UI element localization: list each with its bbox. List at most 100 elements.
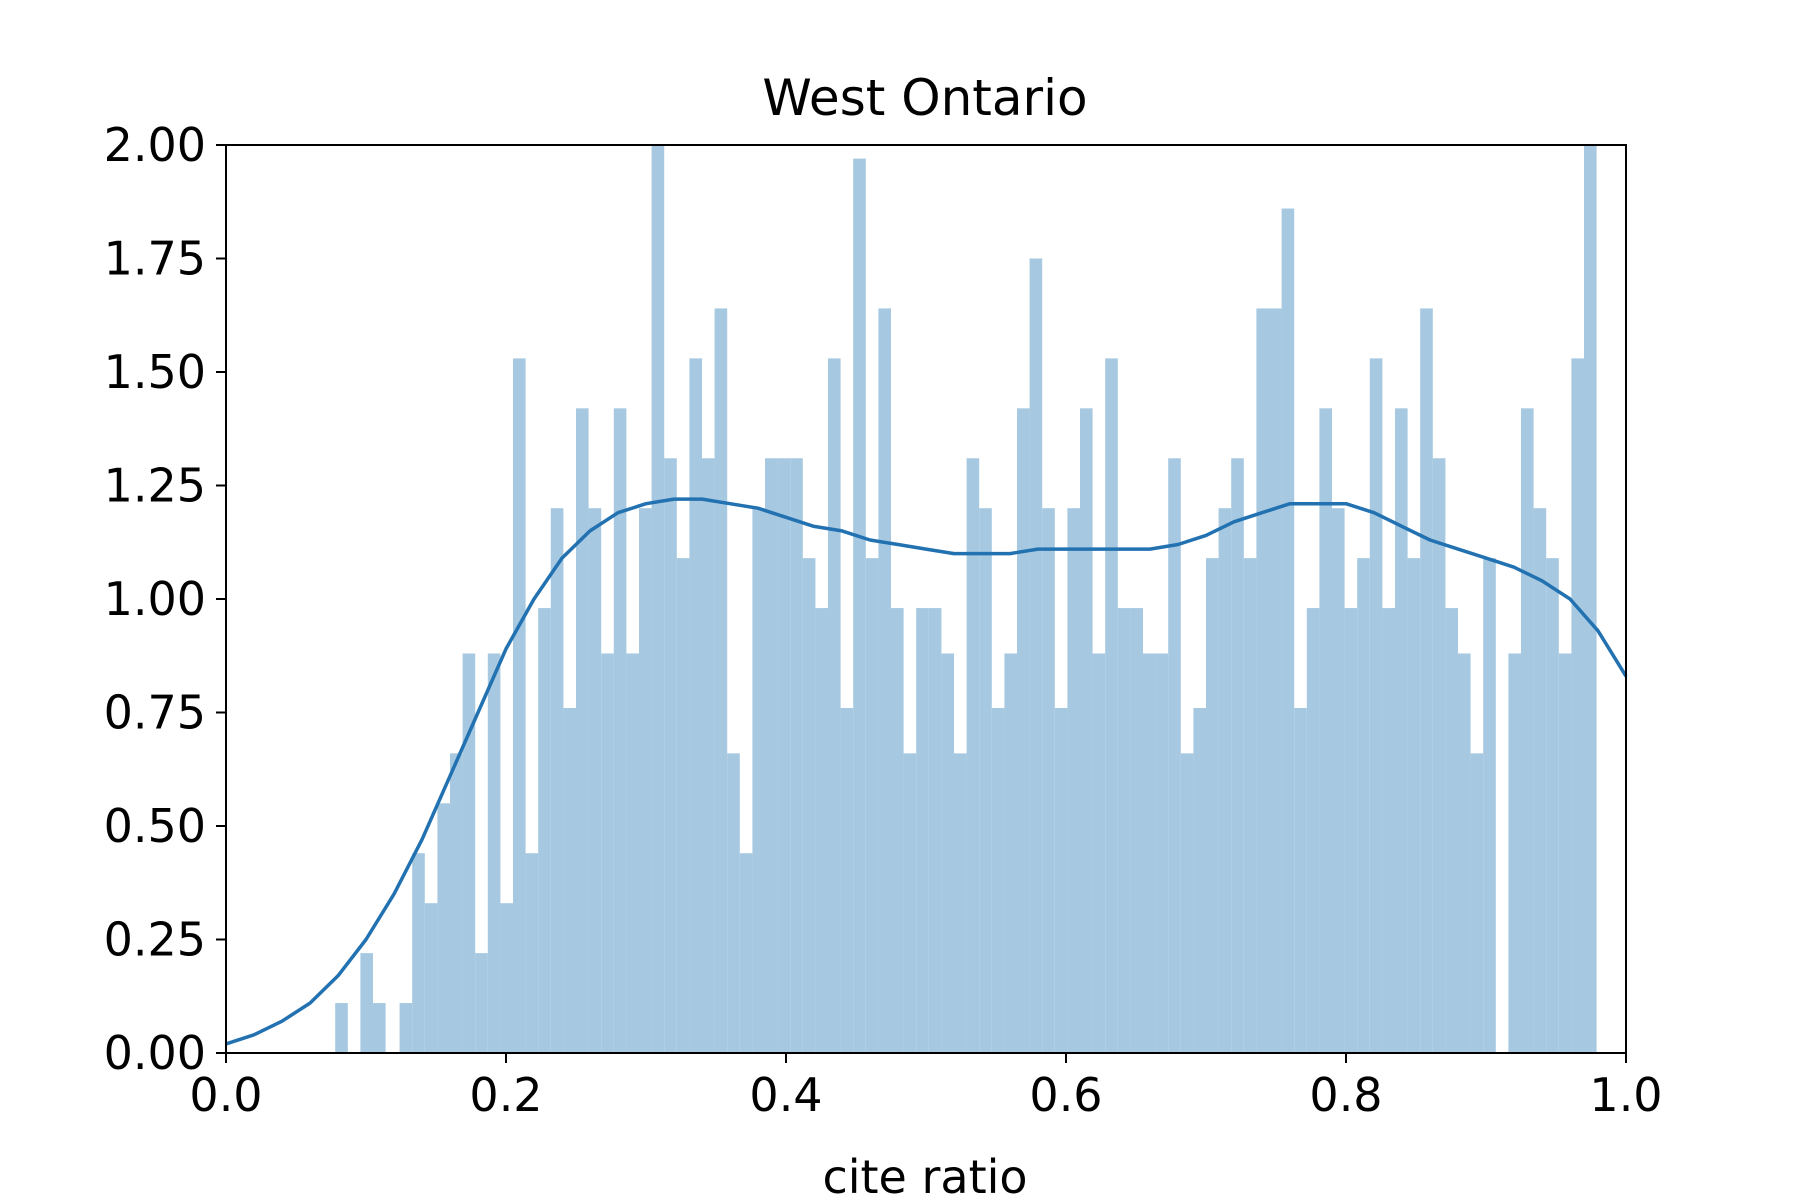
histogram-bar <box>487 653 501 1053</box>
x-tick-label: 1.0 <box>1589 1068 1662 1122</box>
histogram-bar <box>1344 608 1358 1053</box>
histogram-bar <box>1432 458 1446 1053</box>
histogram-bar <box>752 508 765 1053</box>
histogram-bar <box>676 558 690 1053</box>
histogram-bar <box>1508 653 1521 1053</box>
histogram-bar <box>1319 408 1332 1053</box>
histogram-bar <box>1382 608 1395 1053</box>
histogram-bar <box>991 707 1005 1053</box>
histogram-bar <box>1521 408 1534 1053</box>
histogram-bar <box>727 753 740 1053</box>
histogram-bar <box>450 753 463 1053</box>
histogram-bar <box>1256 308 1269 1053</box>
histogram-bar <box>576 408 589 1053</box>
histogram-bar <box>437 803 450 1053</box>
histogram-bar <box>538 608 551 1053</box>
histogram-bar <box>1130 608 1143 1053</box>
histogram-bar <box>1117 608 1131 1053</box>
histogram-bar <box>1546 558 1559 1053</box>
x-tick-label: 0.2 <box>469 1068 542 1122</box>
histogram-bar <box>1168 458 1181 1053</box>
histogram-bar <box>1067 508 1080 1053</box>
y-tick-label: 1.00 <box>104 572 206 626</box>
histogram-bar <box>626 653 639 1053</box>
histogram-bar <box>1558 653 1572 1053</box>
histogram-bar <box>1395 408 1408 1053</box>
x-tick-label: 0.4 <box>749 1068 822 1122</box>
histogram-bar <box>1294 707 1307 1053</box>
x-tick-label: 0.6 <box>1029 1068 1102 1122</box>
histogram-bar <box>1017 408 1030 1053</box>
histogram-bar <box>1206 558 1219 1053</box>
histogram-bar <box>373 1003 386 1053</box>
histogram-bar <box>954 753 967 1053</box>
histogram-bar <box>1029 258 1043 1053</box>
histogram-bar <box>1218 508 1232 1053</box>
histogram-bar <box>399 1003 413 1053</box>
histogram-bars <box>335 145 1597 1053</box>
histogram-bar <box>563 707 576 1053</box>
histogram-bar <box>412 853 425 1053</box>
histogram-bar <box>1054 707 1068 1053</box>
histogram-bar <box>1243 558 1257 1053</box>
histogram-bar <box>1407 558 1421 1053</box>
histogram-bar <box>689 358 702 1053</box>
histogram-bar <box>702 458 715 1053</box>
histogram-bar <box>1584 145 1597 1053</box>
histogram-bar <box>1369 358 1383 1053</box>
histogram-bar <box>1332 508 1345 1053</box>
histogram-bar <box>941 653 954 1053</box>
y-tick-label: 1.50 <box>104 345 206 399</box>
y-tick-label: 2.00 <box>104 118 206 172</box>
x-axis: 0.0 0.2 0.4 0.6 0.8 1.0 <box>189 1053 1663 1122</box>
kde-curve <box>225 497 1628 1046</box>
histogram-bar <box>475 953 488 1053</box>
histogram-bar <box>777 458 791 1053</box>
histogram-bar <box>601 653 614 1053</box>
y-tick-label: 0.00 <box>104 1026 206 1080</box>
histogram-bar <box>714 308 728 1053</box>
histogram-bar <box>891 608 904 1053</box>
histogram-bar <box>1269 308 1282 1053</box>
histogram-bar <box>979 508 992 1053</box>
x-axis-label: cite ratio <box>822 1150 1027 1200</box>
histogram-bar <box>1306 608 1320 1053</box>
histogram-bar <box>513 358 526 1053</box>
histogram-bar <box>651 145 665 1053</box>
histogram-bar <box>525 853 539 1053</box>
histogram-bar <box>1357 558 1370 1053</box>
chart-title: West Ontario <box>762 69 1087 127</box>
histogram-bar <box>613 408 627 1053</box>
histogram-bar <box>664 458 677 1053</box>
histogram-bar <box>739 853 753 1053</box>
histogram-bar <box>828 358 841 1053</box>
histogram-bar <box>639 508 652 1053</box>
histogram-bar <box>1231 458 1244 1053</box>
histogram-bar <box>1004 653 1017 1053</box>
histogram-bar <box>1143 653 1156 1053</box>
histogram-bar <box>462 653 476 1053</box>
y-tick-label: 0.50 <box>104 799 206 853</box>
histogram-bar <box>424 903 438 1053</box>
histogram-bar <box>1193 707 1206 1053</box>
histogram-bar <box>928 608 942 1053</box>
histogram-bar <box>853 158 866 1053</box>
x-tick-label: 0.8 <box>1309 1068 1382 1122</box>
histogram-bar <box>765 458 778 1053</box>
histogram-bar <box>1483 558 1496 1053</box>
histogram-bar <box>1445 608 1458 1053</box>
histogram-bar <box>500 903 513 1053</box>
histogram-bar <box>588 508 602 1053</box>
histogram-bar <box>1458 653 1471 1053</box>
histogram-bar <box>335 1003 348 1053</box>
histogram-bar <box>1080 408 1093 1053</box>
histogram-bar <box>903 753 917 1053</box>
y-tick-label: 1.75 <box>104 232 206 286</box>
histogram-bar <box>815 608 828 1053</box>
histogram-bar <box>550 508 564 1053</box>
histogram-bar <box>916 608 929 1053</box>
histogram-bar <box>1281 208 1295 1053</box>
histogram-bar <box>1155 653 1169 1053</box>
y-axis: 0.00 0.25 0.50 0.75 1.00 1.25 1.50 1.75 2.00 <box>104 118 226 1080</box>
